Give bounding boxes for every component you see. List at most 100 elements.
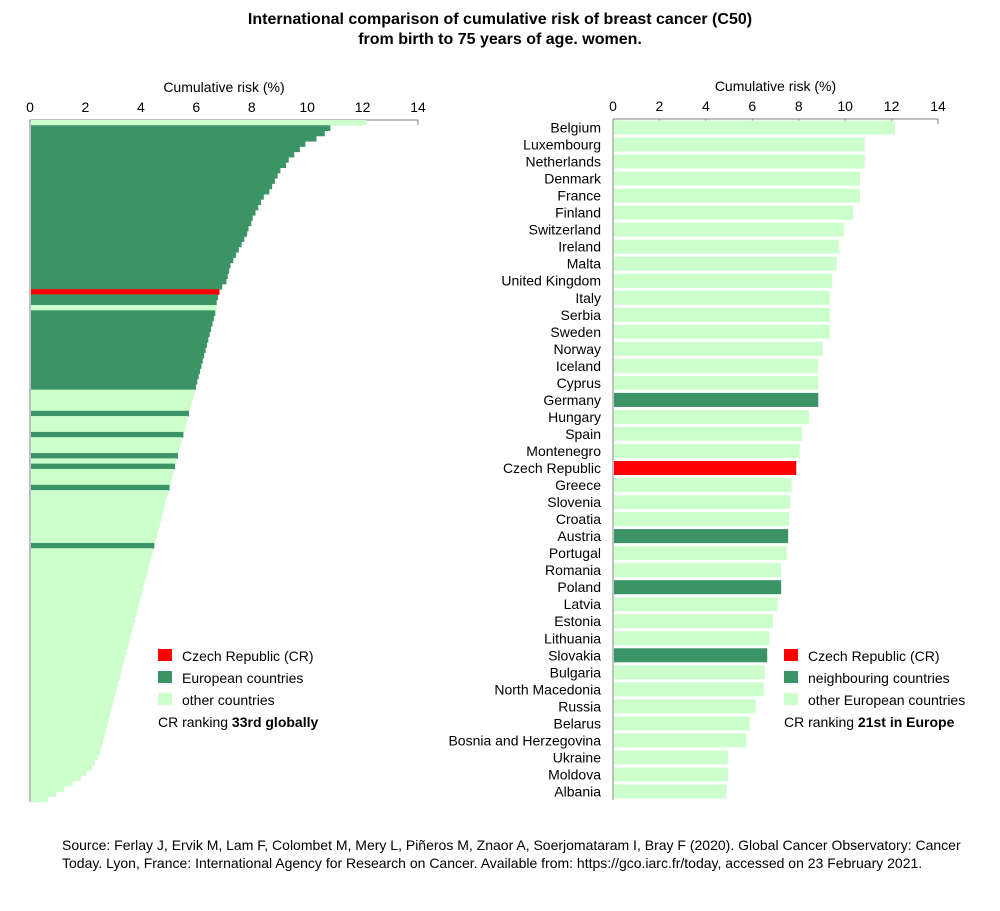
category-label: France — [557, 188, 601, 204]
bar-other — [31, 416, 188, 422]
bar-other — [31, 606, 138, 612]
category-label: Finland — [555, 205, 601, 221]
legend-swatch-cr — [158, 649, 172, 661]
x-tick-label: 4 — [702, 98, 710, 114]
bar-other — [31, 511, 163, 517]
bar-other — [31, 564, 149, 570]
bar-european — [31, 152, 294, 158]
legend-swatch-european — [158, 671, 172, 683]
bar-other — [614, 444, 800, 458]
category-label: Spain — [565, 426, 601, 442]
bar-other — [614, 291, 830, 305]
category-label: Belarus — [554, 715, 601, 731]
bar-other — [614, 665, 765, 679]
category-label: North Macedonia — [494, 681, 601, 697]
legend-label-other: other European countries — [808, 692, 965, 708]
bar-european — [614, 648, 767, 662]
x-tick-label: 12 — [355, 99, 371, 115]
bar-other — [614, 308, 830, 322]
category-label: Lithuania — [544, 630, 601, 646]
bar-other — [31, 538, 156, 544]
bar-other — [31, 760, 95, 766]
ranking-value: 21st in Europe — [858, 714, 955, 730]
bar-other — [614, 138, 865, 152]
bar-european — [31, 342, 207, 348]
bar-cr — [31, 289, 219, 295]
bar-european — [614, 580, 781, 594]
bar-european — [614, 393, 818, 407]
bar-other — [31, 723, 107, 729]
x-tick-label: 8 — [248, 99, 256, 115]
bar-other — [31, 654, 125, 660]
category-label: Latvia — [564, 596, 602, 612]
category-label: Iceland — [556, 358, 601, 374]
bar-european — [31, 220, 251, 226]
bar-other — [31, 400, 192, 406]
bar-other — [614, 733, 746, 747]
category-label: Denmark — [544, 171, 602, 187]
bar-european — [31, 453, 178, 459]
bar-other — [614, 410, 809, 424]
bar-european — [31, 411, 189, 417]
bar-other — [31, 585, 143, 591]
bar-other — [31, 527, 158, 533]
bar-other — [31, 617, 135, 623]
bar-other — [31, 686, 117, 692]
bar-european — [31, 157, 289, 163]
bar-other — [31, 776, 81, 782]
bar-other — [31, 522, 160, 528]
category-label: Italy — [575, 290, 601, 306]
legend-label-european: neighbouring countries — [808, 670, 950, 686]
bar-other — [614, 546, 787, 560]
category-label: Malta — [567, 256, 601, 272]
bar-european — [31, 162, 286, 168]
x-tick-label: 0 — [26, 99, 34, 115]
category-label: Hungary — [548, 409, 601, 425]
bar-other — [31, 633, 131, 639]
bar-other — [614, 240, 839, 254]
bar-european — [31, 257, 233, 263]
bar-other — [31, 797, 48, 803]
category-label: Netherlands — [526, 154, 602, 170]
x-tick-label: 6 — [748, 98, 756, 114]
bar-other — [31, 580, 145, 586]
bar-european — [31, 294, 218, 300]
bar-other — [31, 781, 73, 787]
bar-european — [31, 194, 264, 200]
bar-other — [614, 512, 789, 526]
bar-other — [31, 469, 174, 475]
category-label: Russia — [558, 698, 601, 714]
x-tick-label: 14 — [410, 99, 426, 115]
x-tick-label: 14 — [930, 98, 946, 114]
category-label: Greece — [555, 477, 601, 493]
bar-other — [31, 749, 100, 755]
bar-other — [31, 702, 113, 708]
bar-european — [31, 183, 272, 189]
bar-european — [31, 300, 217, 306]
bar-other — [614, 121, 895, 135]
bar-european — [31, 273, 228, 279]
bar-european — [31, 326, 211, 332]
legend-label-other: other countries — [182, 692, 275, 708]
bar-other — [614, 699, 756, 713]
category-label: Portugal — [549, 545, 601, 561]
x-tick-label: 8 — [795, 98, 803, 114]
category-label: Germany — [543, 392, 601, 408]
legend-swatch-european — [784, 671, 798, 683]
bar-european — [31, 284, 222, 290]
category-label: United Kingdom — [501, 273, 601, 289]
bar-european — [31, 363, 201, 369]
category-label: Cyprus — [557, 375, 601, 391]
bar-cr — [614, 461, 796, 475]
bar-other — [31, 754, 98, 760]
bar-other — [31, 712, 110, 718]
bar-european — [31, 242, 242, 248]
x-tick-label: 10 — [299, 99, 315, 115]
bar-other — [614, 376, 818, 390]
bar-other — [31, 548, 153, 554]
bar-other — [31, 717, 109, 723]
category-label: Bosnia and Herzegovina — [448, 732, 601, 748]
bar-european — [31, 125, 330, 131]
bar-other — [614, 631, 770, 645]
ranking-value: 33rd globally — [232, 714, 319, 730]
